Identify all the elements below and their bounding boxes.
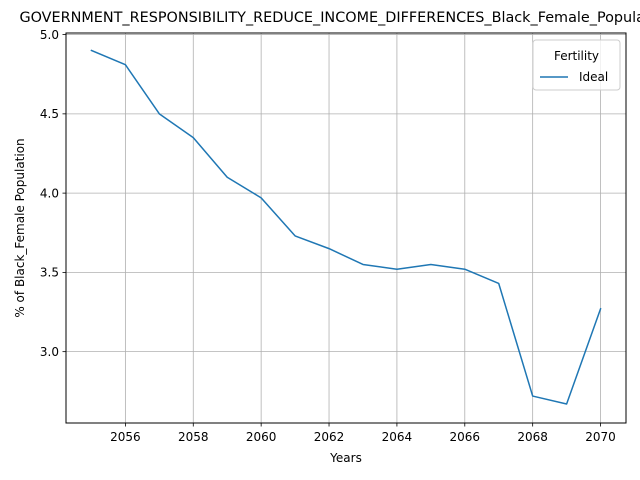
y-tick-label: 4.0 — [40, 186, 59, 200]
x-tick-label: 2066 — [450, 430, 481, 444]
legend-label-ideal: Ideal — [579, 70, 608, 84]
y-tick-label: 3.5 — [40, 266, 59, 280]
y-tick-label: 5.0 — [40, 28, 59, 42]
axis-ticks: 2056 2058 2060 2062 2064 2066 2068 2070 3.0 3.5 4.… — [40, 28, 616, 444]
x-axis-label: Years — [329, 451, 362, 465]
x-tick-label: 2070 — [585, 430, 616, 444]
x-tick-label: 2064 — [382, 430, 413, 444]
legend-title: Fertility — [554, 49, 599, 63]
y-tick-label: 3.0 — [40, 345, 59, 359]
legend: Fertility Ideal — [532, 39, 621, 91]
grid-lines — [66, 33, 626, 423]
x-tick-label: 2058 — [178, 430, 209, 444]
series-layer — [90, 49, 602, 405]
series-line-ideal — [90, 49, 602, 405]
chart-title: GOVERNMENT_RESPONSIBILITY_REDUCE_INCOME_… — [19, 10, 640, 26]
x-tick-label: 2068 — [517, 430, 548, 444]
plot-area-frame — [65, 32, 627, 424]
x-tick-label: 2060 — [246, 430, 277, 444]
x-tick-label: 2056 — [110, 430, 141, 444]
x-tick-label: 2062 — [314, 430, 345, 444]
y-axis-label: % of Black_Female Population — [13, 138, 27, 317]
y-tick-label: 4.5 — [40, 107, 59, 121]
